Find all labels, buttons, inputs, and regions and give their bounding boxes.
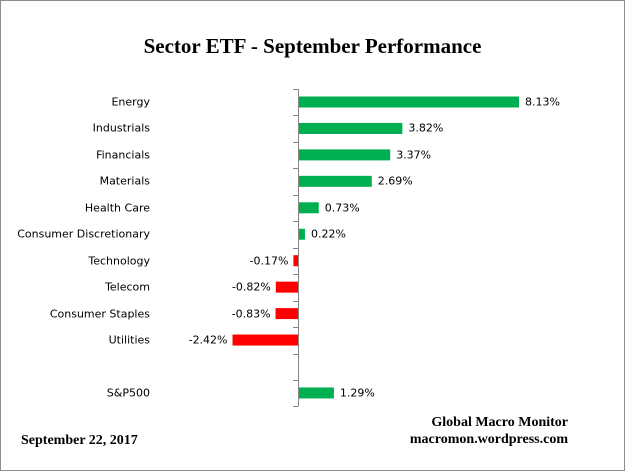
category-label: S&P500 — [106, 386, 150, 400]
data-label: 3.82% — [408, 121, 444, 135]
bar — [299, 175, 372, 187]
bar — [299, 202, 319, 214]
data-label: 0.73% — [324, 201, 360, 215]
category-label: Telecom — [105, 280, 150, 294]
category-label: Health Care — [84, 201, 150, 215]
data-label: 8.13% — [524, 95, 560, 109]
category-label: Financials — [96, 148, 150, 162]
category-label: Consumer Discretionary — [17, 227, 150, 241]
category-label: Materials — [99, 174, 150, 188]
category-label: Technology — [88, 254, 150, 268]
data-label: 2.69% — [377, 174, 413, 188]
chart-title: Sector ETF - September Performance — [143, 34, 482, 58]
bar — [293, 255, 298, 267]
bar — [275, 281, 298, 293]
category-label: Industrials — [92, 121, 150, 135]
data-label: 1.29% — [339, 386, 375, 400]
source-url: macromon.wordpress.com — [409, 432, 568, 447]
category-label: Consumer Staples — [49, 307, 150, 321]
data-label: -0.17% — [249, 254, 289, 268]
bar — [299, 122, 403, 134]
source-name: Global Macro Monitor — [431, 415, 568, 430]
bar — [299, 96, 519, 108]
bar — [232, 334, 298, 346]
data-label: -0.82% — [231, 280, 271, 294]
bar — [275, 308, 298, 320]
category-label: Utilities — [108, 333, 150, 347]
data-label: -0.83% — [231, 307, 271, 321]
data-label: 3.37% — [396, 148, 432, 162]
bar — [299, 228, 305, 240]
category-label: Energy — [111, 95, 150, 109]
data-label: -2.42% — [188, 333, 228, 347]
bar — [299, 387, 334, 399]
chart-date: September 22, 2017 — [21, 433, 138, 448]
data-label: 0.22% — [310, 227, 346, 241]
bar — [299, 149, 391, 161]
